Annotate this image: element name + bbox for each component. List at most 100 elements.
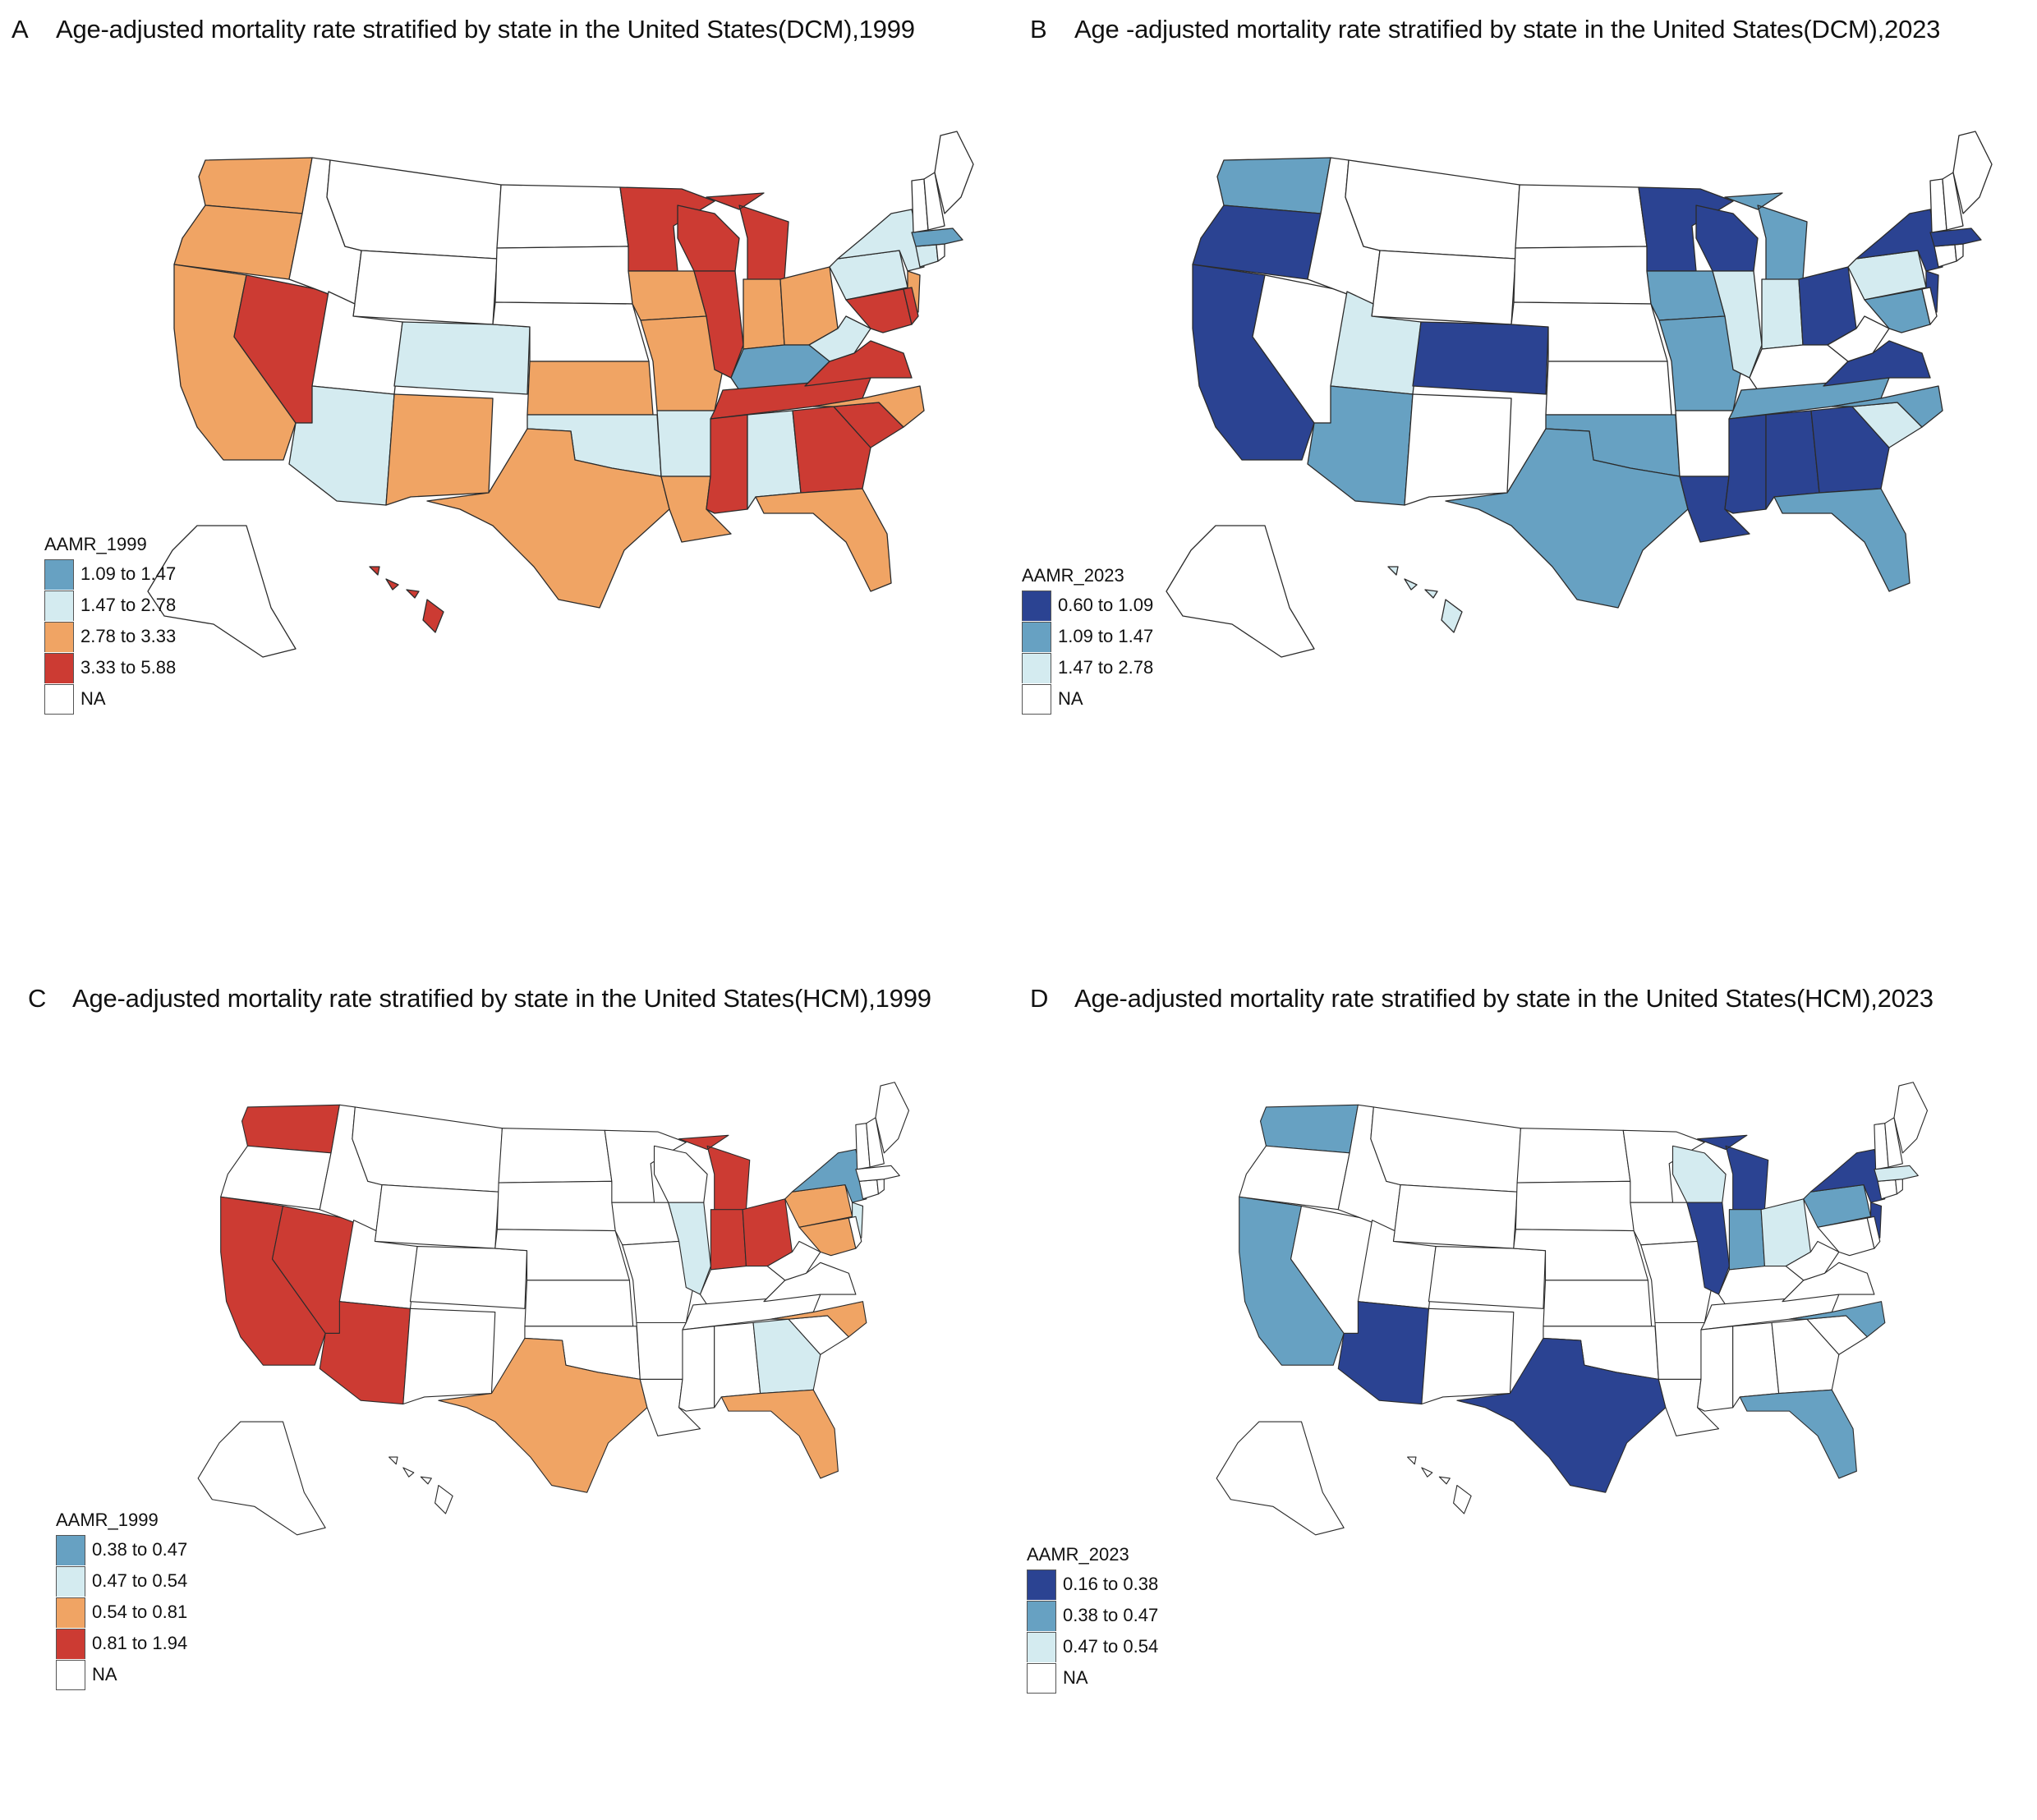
state-ms: MS: 0.60 to 1.09 — [1724, 414, 1767, 514]
legend-item: 1.47 to 2.78 — [1022, 652, 1153, 683]
state-or: OR: NA — [1239, 1145, 1350, 1211]
state-ga: GA: 0.47 to 0.54 — [752, 1318, 821, 1395]
state-nd: ND: NA — [1515, 184, 1648, 249]
state-nd: ND: NA — [1516, 1128, 1631, 1183]
state-hi: HI: 1.47 to 2.78 — [1387, 566, 1463, 633]
legend-swatch — [1027, 1662, 1056, 1694]
legend-swatch — [44, 621, 74, 652]
state-ia: IA: 1.09 to 1.47 — [1646, 270, 1726, 321]
legend-swatch — [1022, 621, 1051, 652]
state-md: MD: 0.54 to 0.81 — [798, 1217, 857, 1257]
state-ct: CT: 1.47 to 2.78 — [915, 244, 939, 268]
state-wi: WI: 0.47 to 0.54 — [1671, 1145, 1727, 1203]
state-de: DE: NA — [848, 1216, 862, 1249]
state-wi: WI: 3.33 to 5.88 — [677, 205, 740, 272]
panel-d-title: D Age-adjusted mortality rate stratified … — [1018, 984, 1934, 1013]
state-nd: ND: NA — [496, 184, 629, 249]
state-md: MD: 3.33 to 5.88 — [845, 288, 913, 333]
state-mt: MT: NA — [1370, 1106, 1521, 1193]
legend-item: 0.16 to 0.38 — [1027, 1569, 1158, 1600]
legend-swatch — [56, 1534, 85, 1565]
legend-swatch — [1027, 1600, 1056, 1631]
state-ga: GA: 3.33 to 5.88 — [792, 406, 871, 494]
legend-item: NA — [44, 683, 176, 715]
state-nm: NM: NA — [1421, 1308, 1515, 1405]
panel-a-legend: AAMR_1999 1.09 to 1.47 1.47 to 2.78 2.78 t… — [44, 534, 176, 715]
panel-d: D Age-adjusted mortality rate stratified … — [1018, 969, 2037, 1820]
panel-a-title-text: Age-adjusted mortality rate stratified b… — [56, 15, 915, 44]
state-ri: RI: NA — [876, 1179, 885, 1195]
state-mt: MT: NA — [326, 159, 502, 260]
legend-label: NA — [1058, 688, 1083, 709]
state-me: ME: NA — [934, 131, 974, 214]
panel-c-title: C Age-adjusted mortality rate stratified … — [16, 984, 931, 1013]
state-tx: TX: 0.54 to 0.81 — [438, 1337, 648, 1493]
panel-b-letter: B — [1030, 15, 1047, 44]
state-wy: WY: NA — [352, 250, 498, 325]
state-sd: SD: NA — [1515, 1180, 1635, 1232]
panel-c-title-text: Age-adjusted mortality rate stratified b… — [72, 984, 931, 1013]
state-pa: PA: 1.47 to 2.78 — [829, 250, 908, 301]
state-in: IN: 0.38 to 0.47 — [1728, 1209, 1765, 1271]
legend-label: 1.09 to 1.47 — [80, 563, 177, 584]
state-ms: MS: 3.33 to 5.88 — [706, 414, 748, 514]
state-nd: ND: NA — [498, 1128, 613, 1183]
state-nm: NM: NA — [1404, 393, 1512, 506]
panel-c-letter: C — [28, 984, 47, 1013]
state-ct: CT: NA — [1877, 1179, 1898, 1200]
legend-swatch — [1027, 1569, 1056, 1600]
state-or: OR: 0.60 to 1.09 — [1192, 205, 1322, 280]
panel-a-title: A Age-adjusted mortality rate stratified … — [0, 15, 915, 44]
state-wi: WI: 0.60 to 1.09 — [1695, 205, 1759, 272]
state-ma: MA: NA — [855, 1165, 900, 1182]
legend-title: AAMR_2023 — [1022, 565, 1124, 586]
legend-label: NA — [92, 1664, 117, 1684]
state-nh: NH: NA — [1884, 1117, 1903, 1168]
state-ks: KS: NA — [1545, 361, 1672, 416]
legend-label: 0.81 to 1.94 — [92, 1633, 188, 1653]
state-nh: NH: NA — [923, 172, 945, 231]
state-fl: FL: 0.38 to 0.47 — [1739, 1389, 1857, 1479]
legend-item: 0.47 to 0.54 — [56, 1565, 187, 1597]
legend-label: NA — [1063, 1667, 1088, 1688]
state-me: ME: NA — [875, 1082, 910, 1154]
legend-title: AAMR_1999 — [44, 534, 147, 554]
panel-b-map: WA: 1.09 to 1.47OR: 0.60 to 1.09CA: 0.60… — [1166, 131, 1993, 658]
state-ga: GA: 0.60 to 1.09 — [1810, 406, 1890, 494]
state-ak: AK: NA — [1166, 525, 1315, 658]
state-tx: TX: 0.16 to 0.38 — [1456, 1337, 1667, 1493]
panel-d-legend: AAMR_2023 0.16 to 0.38 0.38 to 0.47 0.47 t… — [1027, 1544, 1158, 1694]
state-fl: FL: 0.54 to 0.81 — [720, 1389, 839, 1479]
legend-label: 3.33 to 5.88 — [80, 657, 177, 678]
state-ks: KS: 2.78 to 3.33 — [526, 361, 654, 416]
state-in: IN: 0.81 to 1.94 — [710, 1209, 747, 1271]
legend-label: 1.09 to 1.47 — [1058, 626, 1154, 646]
state-nm: NM: NA — [402, 1308, 496, 1405]
state-nh: NH: NA — [866, 1117, 885, 1168]
state-nm: NM: 2.78 to 3.33 — [385, 393, 494, 506]
legend-swatch — [1022, 652, 1051, 683]
panel-c: C Age-adjusted mortality rate stratified … — [0, 969, 1018, 1820]
legend-swatch — [44, 590, 74, 621]
legend-item: NA — [56, 1659, 187, 1690]
legend-swatch — [44, 558, 74, 590]
legend-item: 1.09 to 1.47 — [1022, 621, 1153, 652]
legend-swatch — [1022, 683, 1051, 715]
legend-label: 0.47 to 0.54 — [1063, 1636, 1159, 1657]
state-ar: AR: NA — [1654, 1321, 1705, 1380]
state-co: CO: NA — [409, 1245, 528, 1309]
state-ms: MS: NA — [1697, 1326, 1734, 1412]
panel-a: A Age-adjusted mortality rate stratified … — [0, 0, 1018, 851]
state-sd: SD: NA — [496, 1180, 616, 1232]
legend-label: NA — [80, 688, 106, 709]
state-ri: RI: NA — [1895, 1179, 1903, 1195]
legend-item: 0.38 to 0.47 — [56, 1534, 187, 1565]
legend-item: 0.60 to 1.09 — [1022, 590, 1153, 621]
state-ks: KS: NA — [1543, 1280, 1653, 1327]
legend-swatch — [56, 1565, 85, 1597]
legend-label: 2.78 to 3.33 — [80, 626, 177, 646]
state-ak: AK: NA — [197, 1421, 326, 1536]
legend-label: 1.47 to 2.78 — [80, 595, 177, 615]
legend-item: 2.78 to 3.33 — [44, 621, 176, 652]
state-or: OR: 2.78 to 3.33 — [173, 205, 303, 280]
